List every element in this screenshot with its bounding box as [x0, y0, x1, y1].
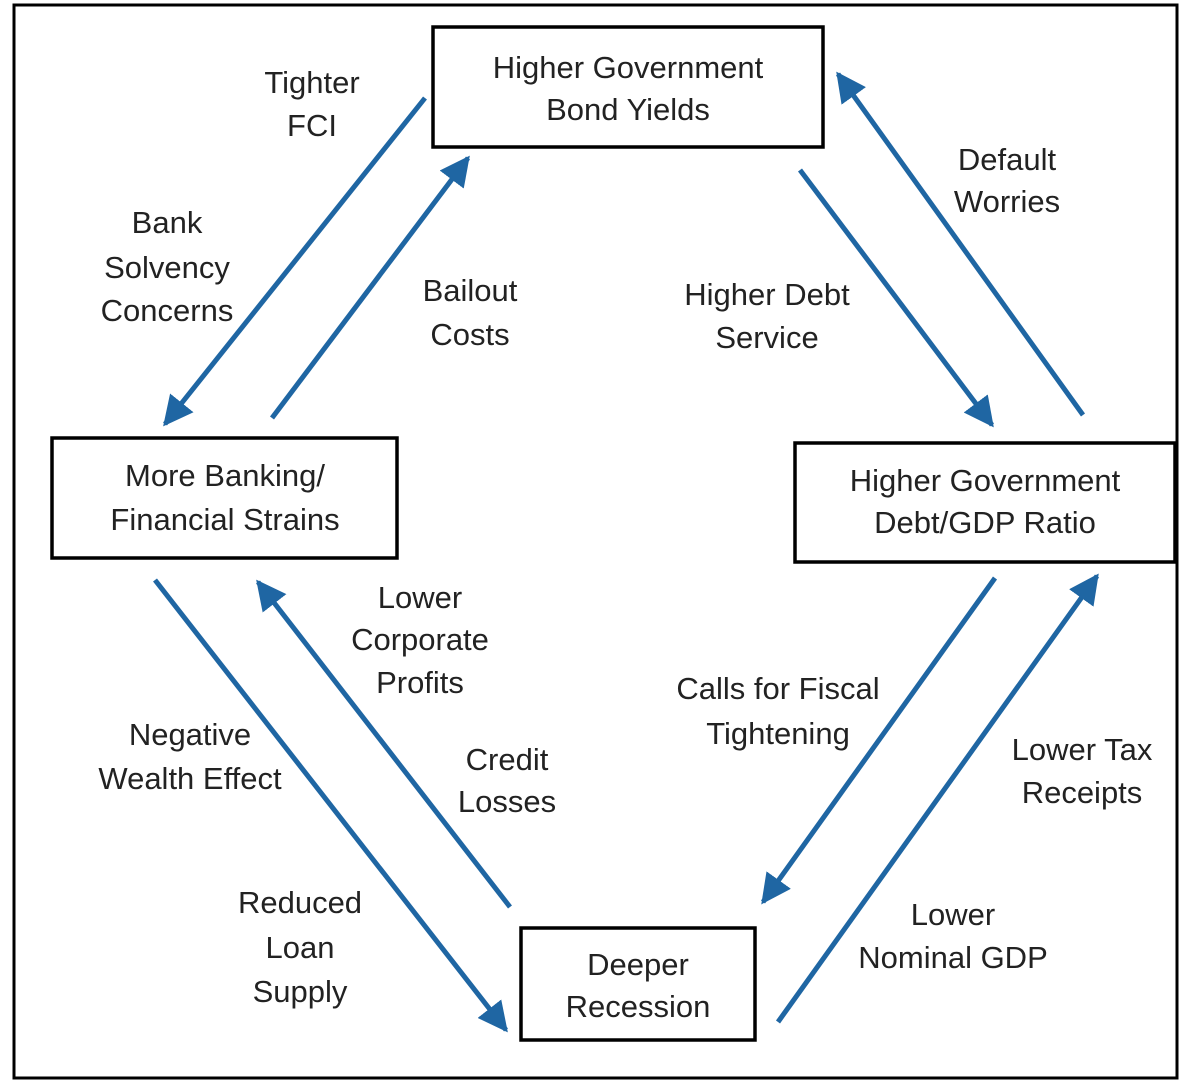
edge-label: Corporate — [351, 622, 489, 657]
edge-label: Lower — [911, 897, 995, 932]
node-label: Deeper — [587, 947, 689, 982]
frame — [12, 3, 1179, 1080]
arrow — [835, 71, 1086, 417]
node-box — [431, 25, 825, 149]
edge-label: Lower — [378, 580, 462, 615]
edge-label: Service — [715, 320, 818, 355]
edge-label: Costs — [430, 317, 509, 352]
edge-label: Calls for Fiscal — [676, 671, 879, 706]
node-box — [793, 441, 1177, 564]
edge-label: Higher Debt — [684, 277, 850, 312]
arrow — [760, 576, 998, 905]
edge-label: Nominal GDP — [858, 940, 1048, 975]
node-box — [519, 926, 757, 1042]
edge-label: FCI — [287, 108, 337, 143]
node-label: Debt/GDP Ratio — [874, 505, 1096, 540]
labels: Higher Government Bond Yields More Banking… — [98, 50, 1152, 1024]
edge-label: Default — [958, 142, 1057, 177]
edge-label: Profits — [376, 665, 464, 700]
edge-label: Solvency — [104, 250, 230, 285]
edge-label: Reduced — [238, 885, 362, 920]
edge-label: Tightening — [706, 716, 850, 751]
arrow — [775, 573, 1100, 1024]
edge-label: Worries — [954, 184, 1060, 219]
arrow — [256, 579, 512, 909]
arrow — [798, 168, 994, 428]
edge-label: Bailout — [423, 273, 518, 308]
edge-label: Loan — [266, 930, 335, 965]
arrow — [270, 155, 470, 420]
edge-label: Lower Tax — [1012, 732, 1153, 767]
node-label: More Banking/ — [125, 458, 325, 493]
edge-label: Tighter — [264, 65, 359, 100]
node-label: Recession — [566, 989, 711, 1024]
edge-label: Negative — [129, 717, 251, 752]
node-box — [50, 436, 399, 560]
edge-label: Losses — [458, 784, 556, 819]
edge-label: Receipts — [1022, 775, 1143, 810]
node-label: Higher Government — [850, 463, 1121, 498]
edge-label: Bank — [132, 205, 203, 240]
node-label: Financial Strains — [110, 502, 339, 537]
arrow — [153, 578, 508, 1033]
edge-label: Supply — [253, 974, 348, 1009]
edge-label: Credit — [466, 742, 549, 777]
edge-label: Concerns — [101, 293, 234, 328]
node-label: Bond Yields — [546, 92, 710, 127]
node-label: Higher Government — [493, 50, 764, 85]
arrow — [163, 96, 427, 427]
edge-label: Wealth Effect — [98, 761, 282, 796]
